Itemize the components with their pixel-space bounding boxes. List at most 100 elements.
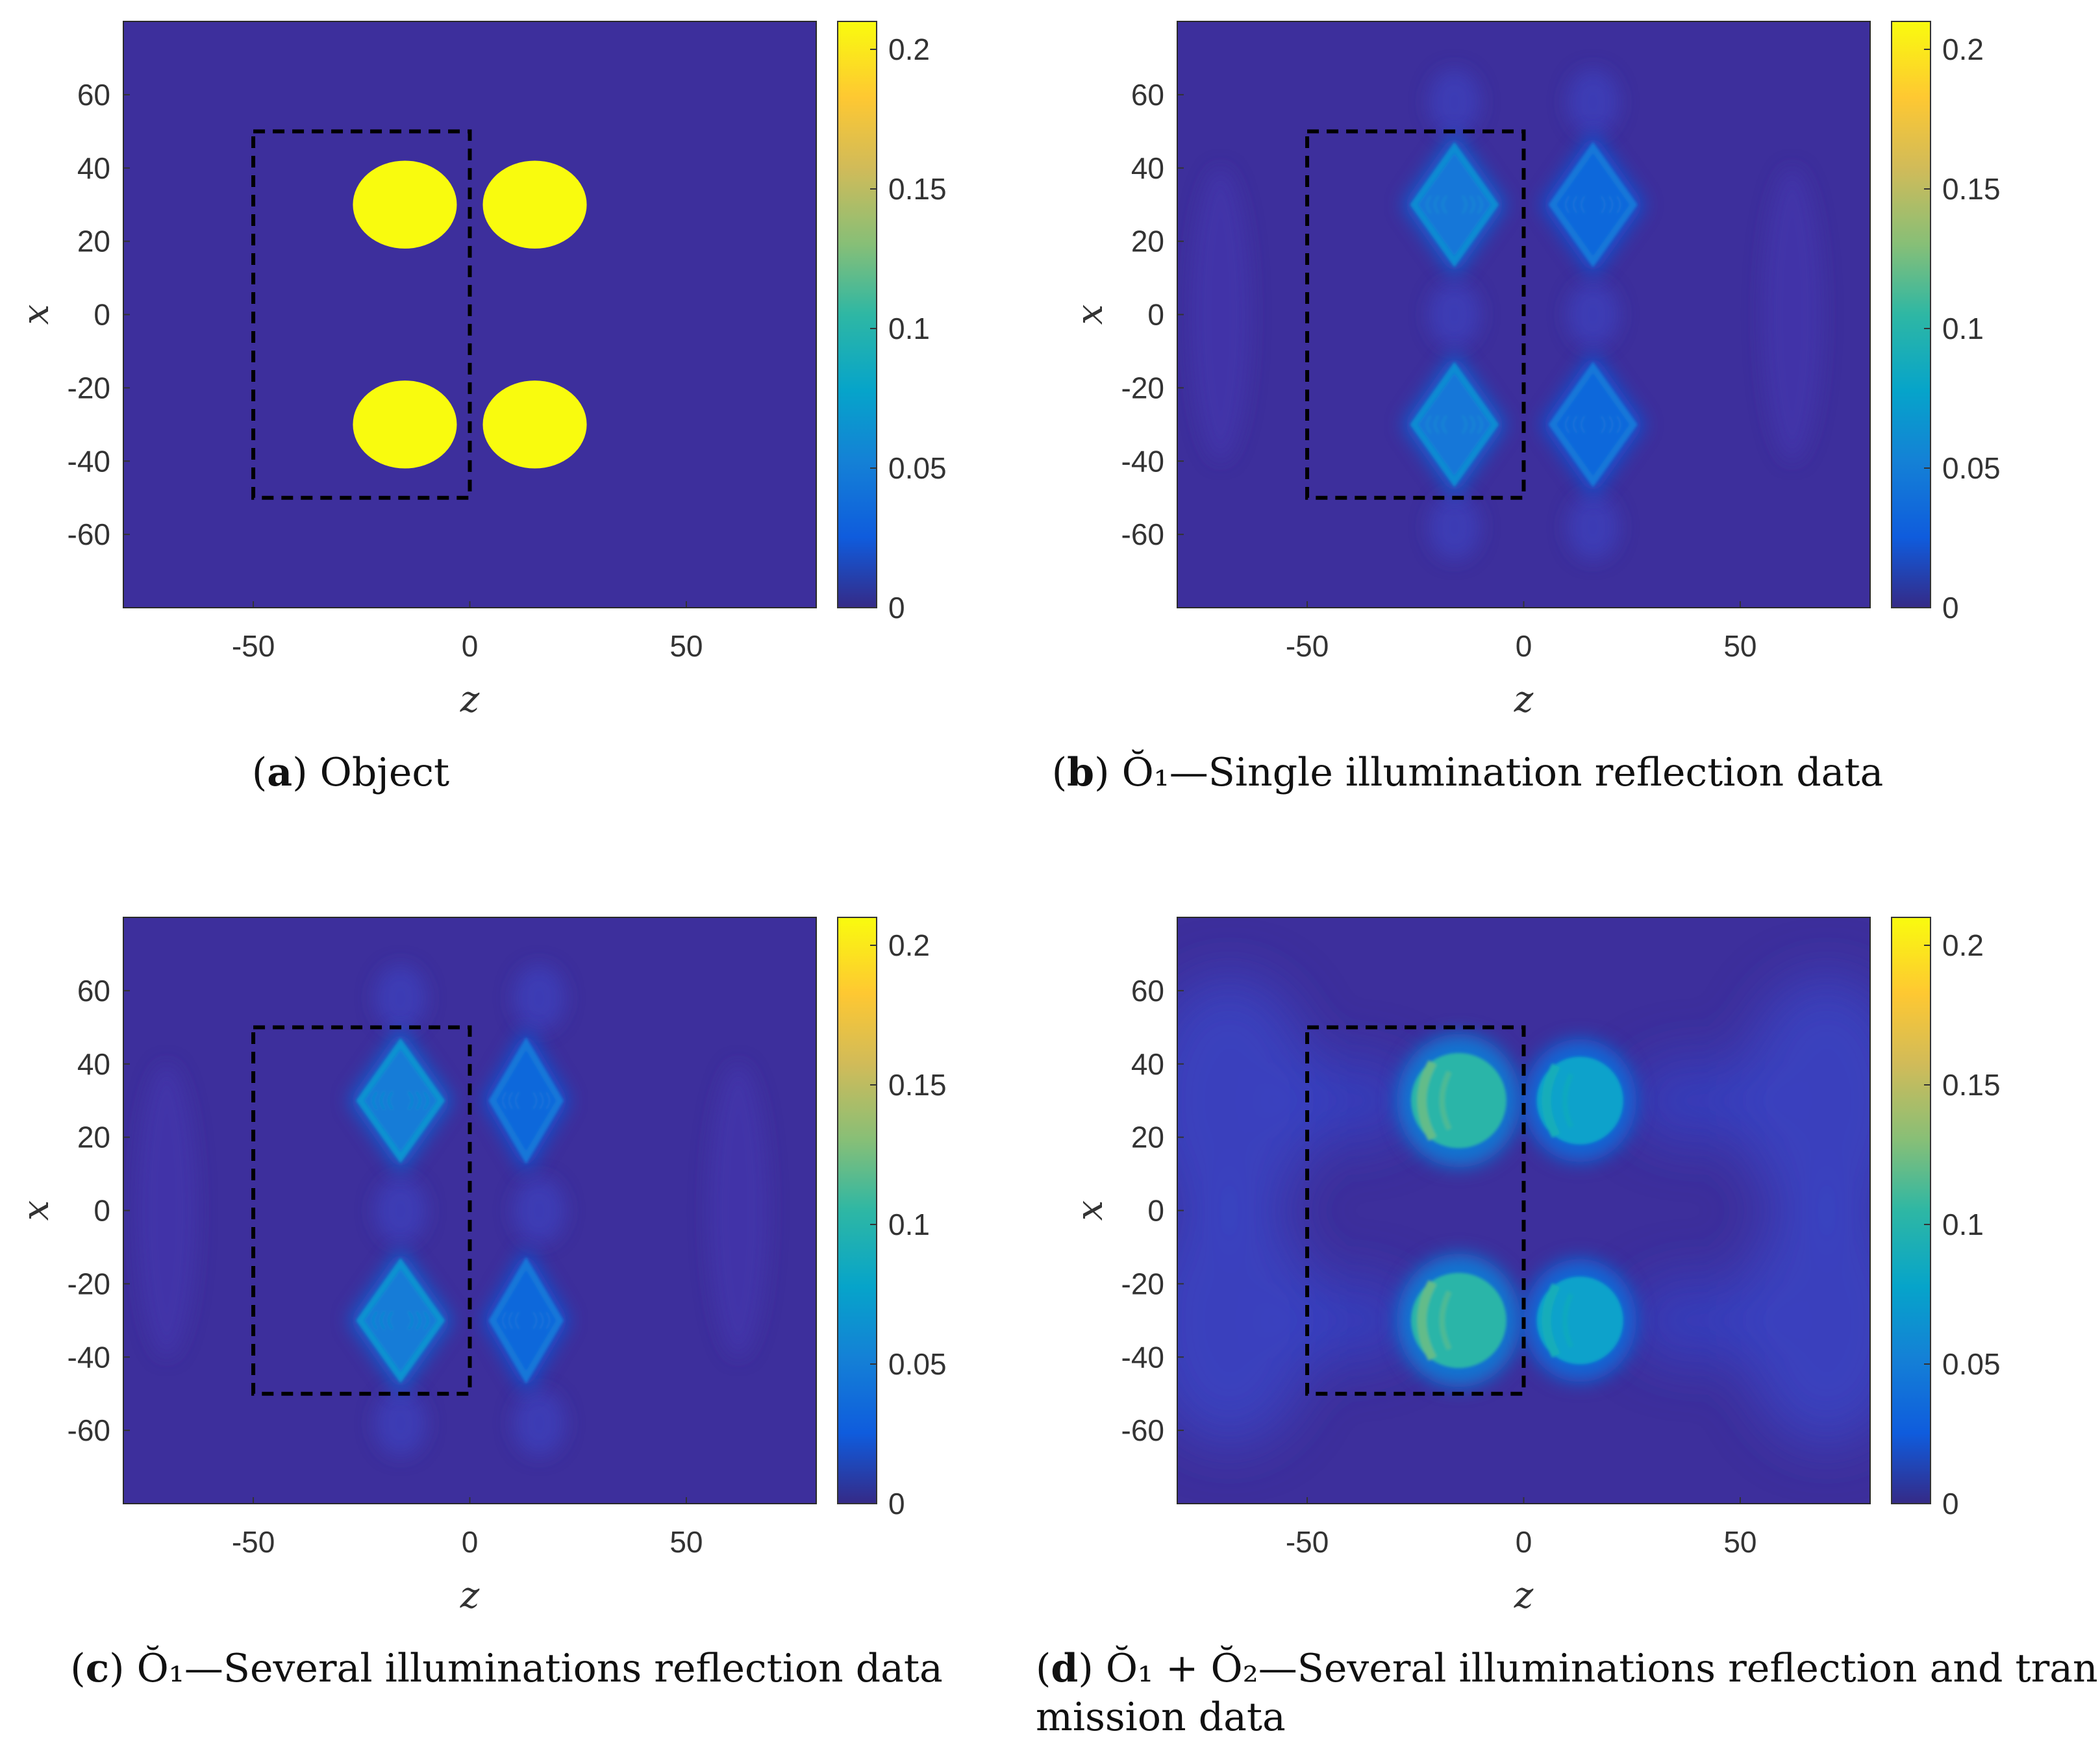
haze-blob <box>1428 494 1481 560</box>
panel-a: -50 0 50 60 40 20 0 -20 -40 -60 z x 0.2 0.15 0.1 0.05 0 <box>15 21 947 721</box>
colorbar-gradient <box>837 917 877 1504</box>
x-axis-label: z <box>1514 678 1534 721</box>
caption-b-text: Ŏ₁—Single illumination reflection data <box>1122 749 1884 795</box>
y-tick-label: 60 <box>1131 974 1164 1008</box>
haze-blob <box>1740 1195 1870 1445</box>
caption-a-text: Object <box>320 750 449 795</box>
y-axis-label: x <box>1069 304 1111 325</box>
colorbar: 0.2 0.15 0.1 0.05 0 <box>837 21 947 625</box>
y-tick-label: 60 <box>1131 78 1164 112</box>
y-tick-label: -60 <box>68 517 110 551</box>
colorbar-tick-label: 0.05 <box>1942 451 2001 485</box>
haze-blob <box>1177 1195 1316 1445</box>
panel-b: -50 0 50 60 40 20 0 -20 -40 -60 z x 0.2 0.15 0.1 0.05 0 <box>1069 21 2001 721</box>
x-tick-label: -50 <box>1286 1525 1329 1559</box>
y-tick-label: -20 <box>68 1267 110 1300</box>
y-tick-label: 40 <box>1131 1047 1164 1081</box>
caption-c-text: Ŏ₁—Several illuminations reflection data <box>137 1645 943 1691</box>
y-tick-label: 20 <box>77 1121 110 1154</box>
colorbar: 0.2 0.15 0.1 0.05 0 <box>1891 917 2001 1521</box>
reconstructed-feature <box>482 1247 569 1394</box>
colorbar-tick-label: 0.1 <box>888 312 930 345</box>
y-tick-label: 20 <box>1131 225 1164 258</box>
haze-blob <box>513 1390 566 1456</box>
colorbar-tick-label: 0.2 <box>1942 32 1984 66</box>
colorbar-tick-label: 0 <box>888 591 905 625</box>
x-axis-label: z <box>1514 1574 1534 1617</box>
y-tick-label: 0 <box>1147 298 1164 332</box>
y-tick-label: -60 <box>1121 517 1164 551</box>
colorbar-tick-label: 0.05 <box>888 451 947 485</box>
colorbar-tick-label: 0.1 <box>1942 312 1984 345</box>
plot-frame <box>1177 21 1871 608</box>
y-axis-label: x <box>1069 1200 1111 1221</box>
colorbar-tick-label: 0.2 <box>1942 928 1984 962</box>
reconstructed-feature <box>1541 351 1645 498</box>
x-tick-label: 0 <box>462 629 479 663</box>
colorbar-gradient <box>1891 917 1931 1504</box>
colorbar-tick-label: 0.05 <box>1942 1347 2001 1381</box>
haze-layer <box>1177 976 1870 1445</box>
caption-c: (c) Ŏ₁—Several illuminations reflection … <box>70 1645 943 1691</box>
colorbar-tick-label: 0.2 <box>888 32 930 66</box>
haze-blob <box>1428 69 1481 135</box>
x-tick-label: 0 <box>1516 1525 1532 1559</box>
dashed-region-box <box>251 1025 472 1396</box>
panel-d: -50 0 50 60 40 20 0 -20 -40 -60 z x 0.2 0.15 0.1 0.05 0 <box>1069 917 2001 1617</box>
reconstructed-feature <box>1402 131 1506 279</box>
reconstructed-feature <box>482 1027 569 1174</box>
plot-frame <box>123 917 817 1504</box>
dashed-region-box <box>251 129 472 500</box>
x-tick-label: 50 <box>1723 629 1756 663</box>
haze-blob <box>1190 168 1251 462</box>
colorbar: 0.2 0.15 0.1 0.05 0 <box>837 917 947 1521</box>
y-tick-label: 20 <box>1131 1121 1164 1154</box>
colorbar-tick-label: 0.15 <box>1942 172 2001 206</box>
plot-frame <box>123 21 817 608</box>
reconstructed-feature <box>1523 1039 1636 1163</box>
x-axis-label: z <box>460 1574 480 1617</box>
haze-blob <box>136 1063 197 1358</box>
caption-a: (a) Object <box>252 750 449 795</box>
y-axis-label: x <box>15 1200 57 1221</box>
haze-blob <box>1762 168 1823 462</box>
caption-d-text-1: Ŏ₁ + Ŏ₂—Several illuminations reflection… <box>1106 1645 2100 1691</box>
y-tick-label: 0 <box>1147 1194 1164 1228</box>
x-tick-label: -50 <box>232 629 275 663</box>
plot-area <box>1177 917 1870 1504</box>
y-tick-label: 0 <box>94 298 110 332</box>
caption-c-letter: c <box>86 1646 110 1691</box>
object-disk <box>482 160 587 249</box>
caption-b-letter: b <box>1067 750 1094 795</box>
y-tick-label: -20 <box>68 371 110 404</box>
x-axis-label: z <box>460 678 480 721</box>
colorbar-tick-label: 0 <box>1942 591 1959 625</box>
colorbar-tick-label: 0.15 <box>1942 1068 2001 1102</box>
haze-blob <box>1567 69 1619 135</box>
haze-blob <box>1567 494 1619 560</box>
haze-blob <box>1740 976 1870 1226</box>
y-tick-label: -40 <box>68 444 110 478</box>
x-tick-label: 0 <box>1516 629 1532 663</box>
y-tick-label: -60 <box>68 1413 110 1447</box>
haze-blob <box>1627 1276 1766 1365</box>
x-tick-label: -50 <box>232 1525 275 1559</box>
y-tick-label: 20 <box>77 225 110 258</box>
y-tick-label: -60 <box>1121 1413 1164 1447</box>
colorbar-tick-label: 0.15 <box>888 172 947 206</box>
y-tick-label: 60 <box>77 78 110 112</box>
object-disk <box>482 380 587 469</box>
colorbar-gradient <box>837 21 877 608</box>
haze-blob <box>1281 1056 1420 1145</box>
panel-c: -50 0 50 60 40 20 0 -20 -40 -60 z x 0.2 0.15 0.1 0.05 0 <box>15 917 947 1617</box>
colorbar-tick-label: 0.2 <box>888 928 930 962</box>
haze-blob <box>1428 281 1481 348</box>
haze-blob <box>1627 1056 1766 1145</box>
caption-b: (b) Ŏ₁—Single illumination reflection da… <box>1052 749 1884 795</box>
plot-frame <box>1177 917 1871 1504</box>
colorbar-tick-label: 0 <box>888 1487 905 1521</box>
y-tick-label: 60 <box>77 974 110 1008</box>
haze-blob <box>513 965 566 1031</box>
haze-blob <box>374 1177 427 1244</box>
